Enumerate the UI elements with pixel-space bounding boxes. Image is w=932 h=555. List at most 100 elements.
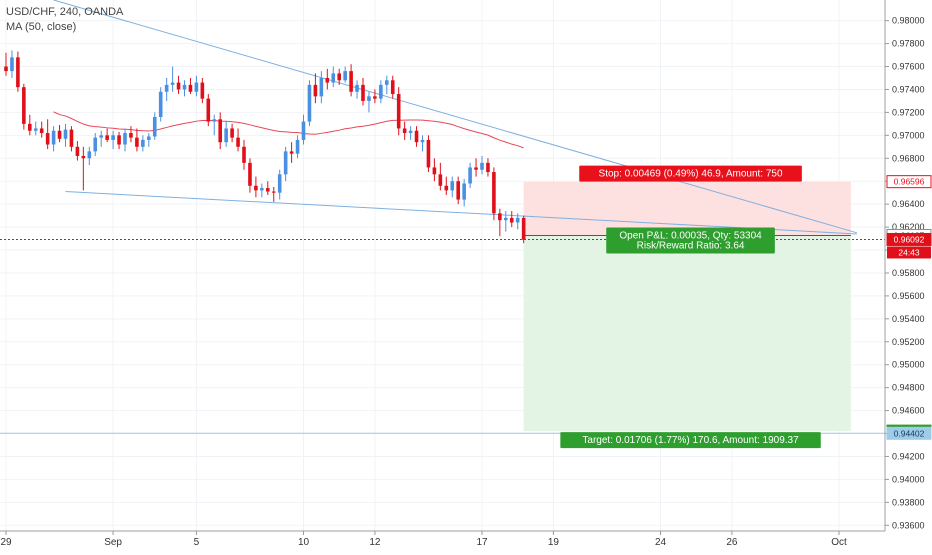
candle[interactable] bbox=[515, 213, 520, 230]
candle[interactable] bbox=[379, 80, 383, 104]
candle[interactable] bbox=[16, 51, 20, 92]
stop-loss-zone[interactable] bbox=[523, 181, 851, 236]
candle[interactable] bbox=[295, 135, 300, 159]
candle[interactable] bbox=[200, 77, 205, 104]
candle[interactable] bbox=[301, 114, 306, 145]
candle[interactable] bbox=[420, 135, 425, 152]
candle[interactable] bbox=[408, 126, 413, 140]
candle[interactable] bbox=[307, 80, 312, 127]
candle[interactable] bbox=[188, 77, 193, 95]
candle[interactable] bbox=[492, 167, 496, 221]
candle[interactable] bbox=[45, 119, 50, 150]
candle[interactable] bbox=[504, 211, 508, 232]
stop-annotation[interactable]: Stop: 0.00469 (0.49%) 46.9, Amount: 750 bbox=[579, 165, 802, 182]
candle[interactable] bbox=[206, 94, 211, 127]
candle[interactable] bbox=[385, 75, 389, 95]
indicator-legend[interactable]: MA (50, close) bbox=[6, 21, 77, 33]
candle[interactable] bbox=[117, 131, 121, 150]
candle[interactable] bbox=[39, 121, 44, 138]
candle[interactable] bbox=[325, 68, 330, 90]
candle[interactable] bbox=[313, 73, 318, 104]
candle[interactable] bbox=[69, 126, 74, 152]
candle[interactable] bbox=[33, 121, 38, 136]
candle[interactable] bbox=[242, 139, 246, 170]
candle[interactable] bbox=[283, 146, 288, 182]
candle[interactable] bbox=[87, 146, 92, 166]
candle[interactable] bbox=[438, 162, 443, 191]
candle[interactable] bbox=[218, 112, 222, 150]
candle[interactable] bbox=[426, 135, 431, 173]
candle[interactable] bbox=[75, 141, 80, 161]
candle[interactable] bbox=[22, 83, 26, 130]
trendline[interactable] bbox=[53, 0, 857, 234]
candle[interactable] bbox=[170, 66, 175, 92]
candle[interactable] bbox=[361, 77, 365, 106]
candle[interactable] bbox=[111, 130, 115, 150]
take-profit-zone[interactable] bbox=[523, 235, 851, 432]
candle[interactable] bbox=[10, 50, 14, 78]
candle[interactable] bbox=[176, 75, 181, 95]
candle[interactable] bbox=[93, 133, 98, 156]
candle[interactable] bbox=[158, 87, 163, 122]
candle[interactable] bbox=[194, 75, 199, 97]
candle[interactable] bbox=[456, 176, 460, 205]
candle[interactable] bbox=[135, 128, 139, 152]
candle[interactable] bbox=[468, 162, 472, 189]
candle[interactable] bbox=[462, 178, 466, 207]
candle[interactable] bbox=[349, 64, 353, 97]
candle[interactable] bbox=[248, 158, 252, 193]
trendline[interactable] bbox=[65, 191, 857, 235]
candle[interactable] bbox=[480, 155, 484, 175]
candle[interactable] bbox=[141, 135, 145, 152]
candle[interactable] bbox=[260, 183, 264, 198]
candle[interactable] bbox=[4, 52, 8, 76]
candle[interactable] bbox=[123, 128, 127, 152]
candle[interactable] bbox=[509, 211, 514, 228]
candle[interactable] bbox=[343, 66, 347, 83]
ma-line[interactable] bbox=[53, 111, 524, 149]
candle[interactable] bbox=[57, 125, 62, 143]
candle[interactable] bbox=[414, 126, 419, 147]
candle[interactable] bbox=[521, 215, 526, 244]
candle[interactable] bbox=[212, 114, 217, 136]
candle[interactable] bbox=[254, 176, 258, 198]
candle[interactable] bbox=[164, 77, 169, 101]
candle[interactable] bbox=[331, 66, 336, 88]
candle[interactable] bbox=[271, 186, 276, 202]
candle[interactable] bbox=[99, 130, 103, 147]
candle[interactable] bbox=[355, 80, 359, 99]
candle[interactable] bbox=[236, 128, 240, 152]
candle[interactable] bbox=[474, 158, 478, 177]
candle[interactable] bbox=[498, 208, 502, 237]
candle[interactable] bbox=[51, 126, 56, 152]
candle[interactable] bbox=[319, 71, 324, 104]
candle[interactable] bbox=[230, 123, 234, 143]
open-pnl-annotation[interactable]: Open P&L: 0.00035, Qty: 53304Risk/Reward… bbox=[606, 227, 775, 254]
candle[interactable] bbox=[444, 176, 449, 195]
candle[interactable] bbox=[182, 80, 187, 97]
candle[interactable] bbox=[402, 121, 407, 140]
candle[interactable] bbox=[266, 181, 270, 195]
candle[interactable] bbox=[81, 146, 86, 191]
candle[interactable] bbox=[277, 169, 282, 200]
candle[interactable] bbox=[224, 121, 228, 147]
candle[interactable] bbox=[450, 176, 455, 198]
candle[interactable] bbox=[129, 126, 133, 143]
candle[interactable] bbox=[147, 133, 151, 147]
candle[interactable] bbox=[28, 114, 32, 136]
candle[interactable] bbox=[152, 112, 157, 140]
candle[interactable] bbox=[63, 123, 68, 147]
candle[interactable] bbox=[486, 158, 490, 177]
candle[interactable] bbox=[367, 91, 371, 113]
candle[interactable] bbox=[396, 87, 401, 136]
candle[interactable] bbox=[289, 142, 294, 163]
candle[interactable] bbox=[432, 158, 437, 182]
candle[interactable] bbox=[337, 68, 341, 85]
candle[interactable] bbox=[390, 75, 395, 99]
symbol-legend[interactable]: USD/CHF, 240, OANDA bbox=[6, 6, 124, 18]
candle[interactable] bbox=[373, 89, 377, 104]
candle[interactable] bbox=[105, 128, 109, 143]
target-annotation[interactable]: Target: 0.01706 (1.77%) 170.6, Amount: 1… bbox=[560, 432, 821, 449]
